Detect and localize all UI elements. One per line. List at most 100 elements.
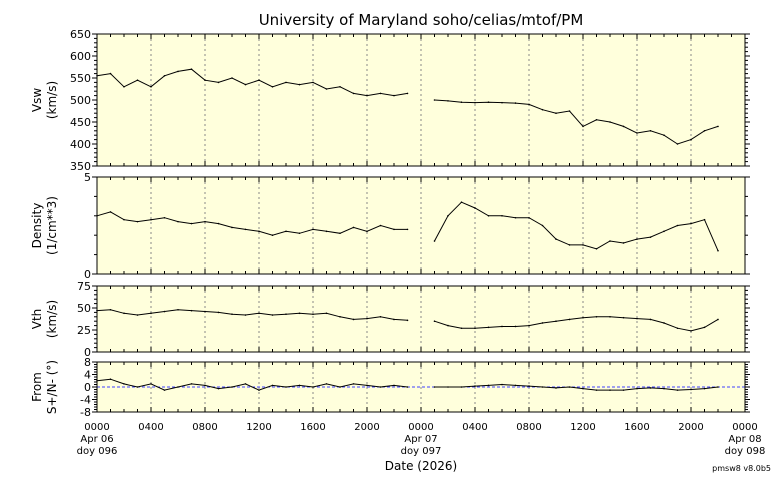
data-point	[150, 218, 152, 221]
data-point	[217, 81, 220, 84]
y-tick-label: 4	[84, 369, 91, 382]
data-point	[460, 101, 463, 103]
data-point	[541, 322, 544, 324]
data-point	[325, 312, 328, 315]
data-point	[352, 92, 355, 95]
data-point	[150, 312, 152, 315]
data-point	[582, 125, 584, 128]
panel-density: 0 5 Density (1/cm**3)	[30, 171, 750, 281]
data-point	[352, 383, 355, 385]
data-point	[136, 79, 139, 81]
plot-background	[97, 177, 745, 274]
data-point	[433, 320, 436, 323]
data-point	[474, 385, 476, 387]
data-point	[190, 68, 193, 70]
y-tick-label: 5	[84, 171, 91, 184]
data-point	[555, 387, 557, 389]
data-point	[595, 316, 598, 318]
data-point	[582, 244, 584, 246]
data-point	[622, 389, 625, 391]
plot-frame	[96, 285, 746, 353]
x-tick-label: 1200	[246, 422, 271, 433]
data-point	[582, 316, 584, 319]
x-tick-label: doy 098	[725, 446, 766, 457]
y-axis-label: (1/cm**3)	[45, 196, 59, 255]
data-point	[487, 384, 490, 387]
data-point	[717, 318, 719, 321]
y-tick-label: 600	[70, 50, 91, 63]
data-point	[474, 101, 476, 104]
y-axis-label: Vth	[30, 309, 44, 330]
data-point	[312, 81, 314, 84]
y-tick-label: 350	[70, 160, 91, 173]
data-point	[109, 378, 112, 380]
data-point	[528, 216, 530, 219]
data-point	[649, 130, 652, 132]
data-point	[433, 386, 436, 388]
y-tick-label: 75	[77, 280, 91, 293]
data-point	[352, 226, 355, 229]
data-point	[231, 77, 233, 79]
data-point	[244, 314, 247, 316]
data-point	[568, 318, 571, 321]
data-point	[136, 386, 139, 388]
y-axis-label: From	[30, 372, 44, 402]
chart-title: University of Maryland soho/celias/mtof/…	[259, 11, 584, 29]
data-point	[163, 310, 166, 313]
x-tick-label: 0000	[408, 422, 433, 433]
data-point	[285, 386, 287, 388]
data-point	[312, 386, 314, 388]
version-footer: pmsw8 v8.0b5	[712, 464, 771, 473]
plot-frame	[96, 33, 746, 167]
data-point	[514, 325, 517, 328]
data-point	[366, 94, 368, 97]
y-tick-label: 50	[77, 302, 91, 315]
data-point	[447, 386, 449, 388]
y-tick-label: 0	[84, 346, 91, 359]
data-point	[474, 327, 476, 330]
series-line-flow	[96, 378, 719, 391]
data-point	[595, 119, 598, 121]
x-tick-label: 1600	[300, 422, 325, 433]
data-point	[690, 330, 692, 332]
data-point	[460, 327, 463, 330]
data-point	[271, 86, 274, 88]
panel-vsw: 350 400 450 500 550 600 650 Vsw (km/s)	[30, 28, 750, 173]
data-point	[555, 112, 557, 114]
data-point	[676, 143, 679, 145]
x-tick-label: Apr 08	[728, 434, 761, 445]
data-point	[663, 387, 665, 390]
data-point	[258, 79, 260, 81]
data-point	[258, 230, 260, 233]
y-axis-label: Vsw	[30, 88, 44, 112]
data-point	[258, 389, 260, 391]
data-point	[609, 240, 611, 242]
data-point	[649, 236, 652, 238]
y-tick-label: 650	[70, 28, 91, 41]
data-point	[501, 325, 503, 328]
y-tick-label: 400	[70, 138, 91, 151]
data-point	[339, 386, 341, 388]
data-point	[231, 226, 233, 229]
data-point	[393, 228, 395, 231]
data-point	[568, 110, 571, 112]
data-point	[366, 230, 368, 233]
data-point	[447, 215, 449, 217]
data-point	[204, 310, 206, 313]
data-point	[541, 108, 544, 111]
data-point	[703, 326, 706, 329]
x-tick-label: 0000	[732, 422, 757, 433]
data-point	[717, 249, 719, 252]
data-point	[244, 228, 247, 231]
data-point	[258, 312, 260, 315]
x-tick-label: 0800	[192, 422, 217, 433]
y-tick-label: 500	[70, 94, 91, 107]
y-tick-label: 25	[77, 324, 91, 337]
data-point	[595, 389, 598, 391]
y-tick-label: -8	[80, 406, 91, 419]
data-point	[393, 94, 395, 97]
panel-vth: 0 25 50 75 Vth (km/s)	[30, 280, 750, 359]
data-point	[190, 222, 193, 225]
